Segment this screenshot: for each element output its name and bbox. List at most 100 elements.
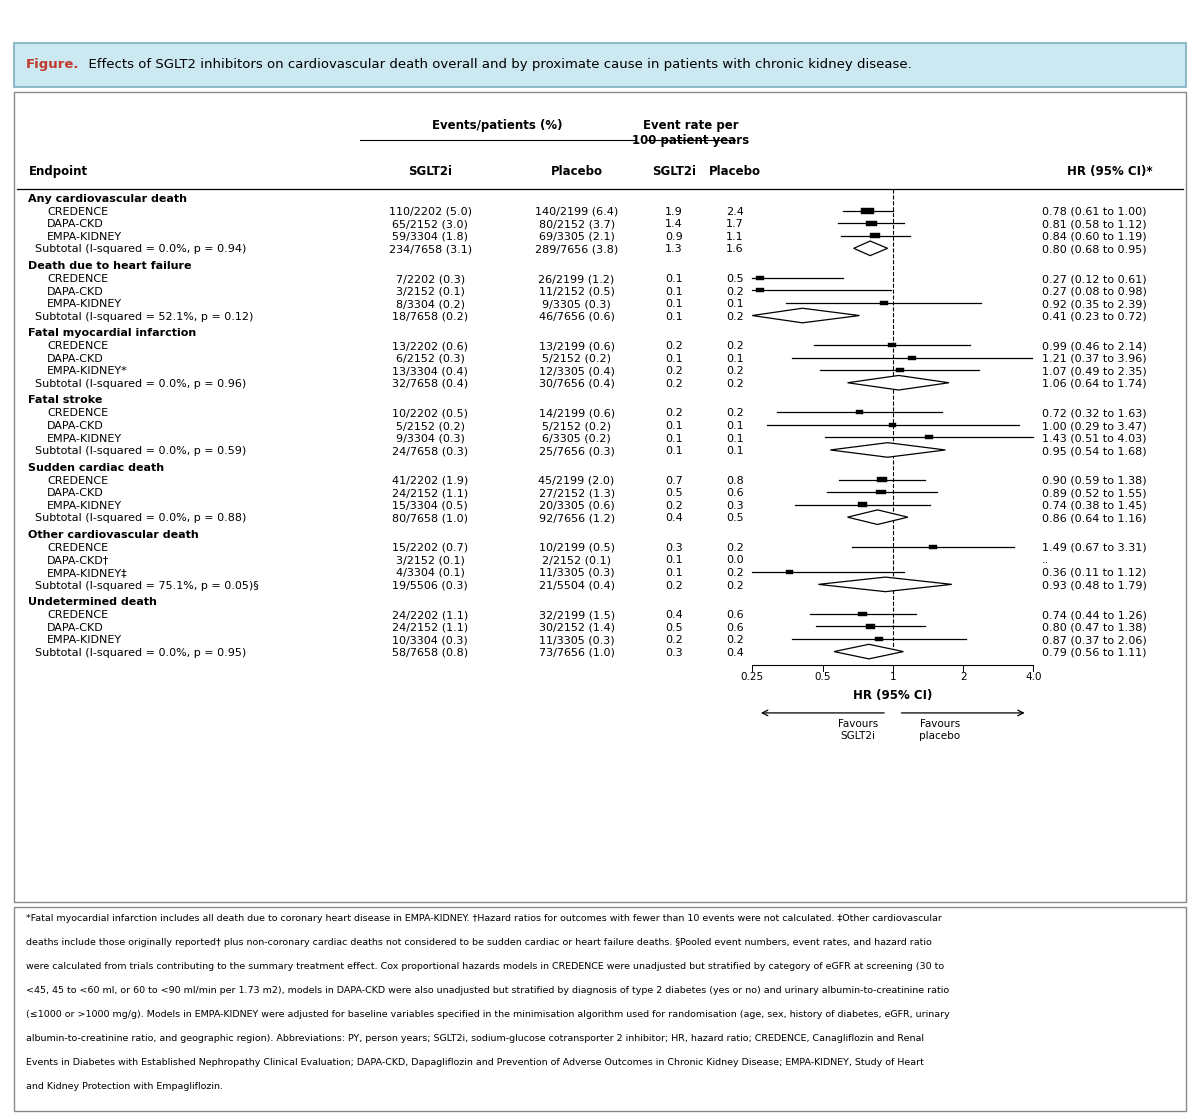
Text: CREDENCE: CREDENCE	[47, 476, 108, 486]
Text: 4/3304 (0.1): 4/3304 (0.1)	[396, 568, 464, 578]
Text: Figure.: Figure.	[26, 58, 79, 72]
Text: 0.2: 0.2	[726, 543, 744, 553]
Text: 24/7658 (0.3): 24/7658 (0.3)	[392, 446, 468, 456]
Text: 289/7656 (3.8): 289/7656 (3.8)	[535, 244, 618, 254]
Text: 59/3304 (1.8): 59/3304 (1.8)	[392, 232, 468, 242]
Text: 1: 1	[889, 672, 896, 682]
Text: 0.2: 0.2	[665, 501, 683, 511]
Text: CREDENCE: CREDENCE	[47, 543, 108, 553]
Bar	[875, 637, 882, 641]
Text: 0.87 (0.37 to 2.06): 0.87 (0.37 to 2.06)	[1042, 635, 1146, 645]
Text: 5/2152 (0.2): 5/2152 (0.2)	[396, 421, 464, 431]
Text: 0.1: 0.1	[665, 299, 683, 309]
Text: 0.2: 0.2	[726, 568, 744, 578]
Bar	[16, 217, 1184, 230]
Text: 19/5506 (0.3): 19/5506 (0.3)	[392, 580, 468, 590]
Text: 0.0: 0.0	[726, 556, 744, 566]
Text: 5/2152 (0.2): 5/2152 (0.2)	[542, 421, 611, 431]
FancyBboxPatch shape	[14, 43, 1186, 87]
Text: 1.00 (0.29 to 3.47): 1.00 (0.29 to 3.47)	[1042, 421, 1146, 431]
Bar	[16, 461, 1184, 474]
Text: 0.1: 0.1	[726, 354, 744, 364]
Text: 1.9: 1.9	[665, 207, 683, 217]
Text: 0.2: 0.2	[665, 409, 683, 419]
Text: 5/2152 (0.2): 5/2152 (0.2)	[542, 354, 611, 364]
Text: 0.3: 0.3	[665, 543, 683, 553]
Text: 0.2: 0.2	[726, 409, 744, 419]
Text: 2.4: 2.4	[726, 207, 744, 217]
Text: Subtotal (I-squared = 0.0%, p = 0.94): Subtotal (I-squared = 0.0%, p = 0.94)	[36, 244, 247, 254]
Text: 3/2152 (0.1): 3/2152 (0.1)	[396, 556, 464, 566]
Bar	[16, 231, 1184, 242]
Text: 0.4: 0.4	[665, 513, 683, 523]
Text: 21/5504 (0.4): 21/5504 (0.4)	[539, 580, 614, 590]
Bar	[16, 596, 1184, 608]
Text: SGLT2i: SGLT2i	[408, 165, 452, 178]
Text: 0.2: 0.2	[665, 580, 683, 590]
Text: 11/2152 (0.5): 11/2152 (0.5)	[539, 287, 614, 297]
Bar	[16, 646, 1184, 657]
Text: Placebo: Placebo	[709, 165, 761, 178]
Bar	[16, 512, 1184, 523]
Text: 0.9: 0.9	[665, 232, 683, 242]
Bar	[862, 207, 874, 214]
Text: 0.2: 0.2	[726, 311, 744, 321]
Text: Any cardiovascular death: Any cardiovascular death	[29, 194, 187, 204]
Text: 0.5: 0.5	[815, 672, 830, 682]
Text: 9/3305 (0.3): 9/3305 (0.3)	[542, 299, 611, 309]
Text: 45/2199 (2.0): 45/2199 (2.0)	[539, 476, 614, 486]
Text: 25/7656 (0.3): 25/7656 (0.3)	[539, 446, 614, 456]
Text: 24/2202 (1.1): 24/2202 (1.1)	[392, 610, 468, 620]
Text: 0.81 (0.58 to 1.12): 0.81 (0.58 to 1.12)	[1042, 220, 1146, 230]
Text: 1.49 (0.67 to 3.31): 1.49 (0.67 to 3.31)	[1042, 543, 1146, 553]
Text: 0.8: 0.8	[726, 476, 744, 486]
Text: 234/7658 (3.1): 234/7658 (3.1)	[389, 244, 472, 254]
Text: DAPA-CKD: DAPA-CKD	[47, 623, 104, 633]
Text: 0.1: 0.1	[665, 311, 683, 321]
Text: 8/3304 (0.2): 8/3304 (0.2)	[396, 299, 464, 309]
Bar	[16, 445, 1184, 456]
Text: 12/3305 (0.4): 12/3305 (0.4)	[539, 366, 614, 376]
FancyBboxPatch shape	[14, 907, 1186, 1111]
Text: 92/7656 (1.2): 92/7656 (1.2)	[539, 513, 614, 523]
Text: 0.6: 0.6	[726, 488, 744, 498]
Text: 0.5: 0.5	[726, 274, 744, 284]
Bar	[16, 272, 1184, 284]
Bar	[16, 419, 1184, 431]
Text: 1.43 (0.51 to 4.03): 1.43 (0.51 to 4.03)	[1042, 433, 1146, 444]
Bar	[881, 301, 888, 305]
Text: 0.95 (0.54 to 1.68): 0.95 (0.54 to 1.68)	[1042, 446, 1146, 456]
Text: 80/7658 (1.0): 80/7658 (1.0)	[392, 513, 468, 523]
Bar	[16, 608, 1184, 620]
Text: 0.27 (0.08 to 0.98): 0.27 (0.08 to 0.98)	[1042, 287, 1146, 297]
Text: 18/7658 (0.2): 18/7658 (0.2)	[392, 311, 468, 321]
Text: Death due to heart failure: Death due to heart failure	[29, 261, 192, 271]
Text: CREDENCE: CREDENCE	[47, 409, 108, 419]
Text: 0.86 (0.64 to 1.16): 0.86 (0.64 to 1.16)	[1042, 513, 1146, 523]
Text: 0.84 (0.60 to 1.19): 0.84 (0.60 to 1.19)	[1042, 232, 1146, 242]
Bar	[16, 310, 1184, 321]
Text: 0.2: 0.2	[665, 366, 683, 376]
Text: 30/7656 (0.4): 30/7656 (0.4)	[539, 379, 614, 389]
Bar	[16, 579, 1184, 590]
Text: 0.1: 0.1	[665, 421, 683, 431]
Text: 24/2152 (1.1): 24/2152 (1.1)	[392, 623, 468, 633]
Text: DAPA-CKD: DAPA-CKD	[47, 421, 104, 431]
Polygon shape	[830, 442, 946, 457]
Text: 0.1: 0.1	[726, 421, 744, 431]
Text: 46/7656 (0.6): 46/7656 (0.6)	[539, 311, 614, 321]
Text: 13/2202 (0.6): 13/2202 (0.6)	[392, 342, 468, 352]
Text: DAPA-CKD: DAPA-CKD	[47, 488, 104, 498]
Text: CREDENCE: CREDENCE	[47, 274, 108, 284]
Text: 0.92 (0.35 to 2.39): 0.92 (0.35 to 2.39)	[1042, 299, 1146, 309]
Text: 0.2: 0.2	[726, 635, 744, 645]
Polygon shape	[847, 510, 908, 524]
Text: 0.79 (0.56 to 1.11): 0.79 (0.56 to 1.11)	[1042, 647, 1146, 657]
Bar	[16, 243, 1184, 254]
Bar	[16, 327, 1184, 339]
Text: ..: ..	[1042, 556, 1049, 566]
Bar	[16, 500, 1184, 511]
Text: Favours
placebo: Favours placebo	[919, 719, 960, 741]
Text: DAPA-CKD: DAPA-CKD	[47, 287, 104, 297]
Text: Undetermined death: Undetermined death	[29, 597, 157, 607]
